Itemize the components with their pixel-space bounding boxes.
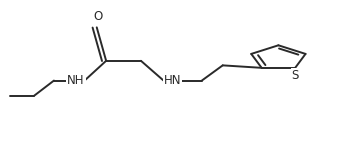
Text: O: O [94,10,103,23]
Text: S: S [292,69,299,82]
Text: HN: HN [164,74,181,87]
Text: NH: NH [67,74,85,87]
